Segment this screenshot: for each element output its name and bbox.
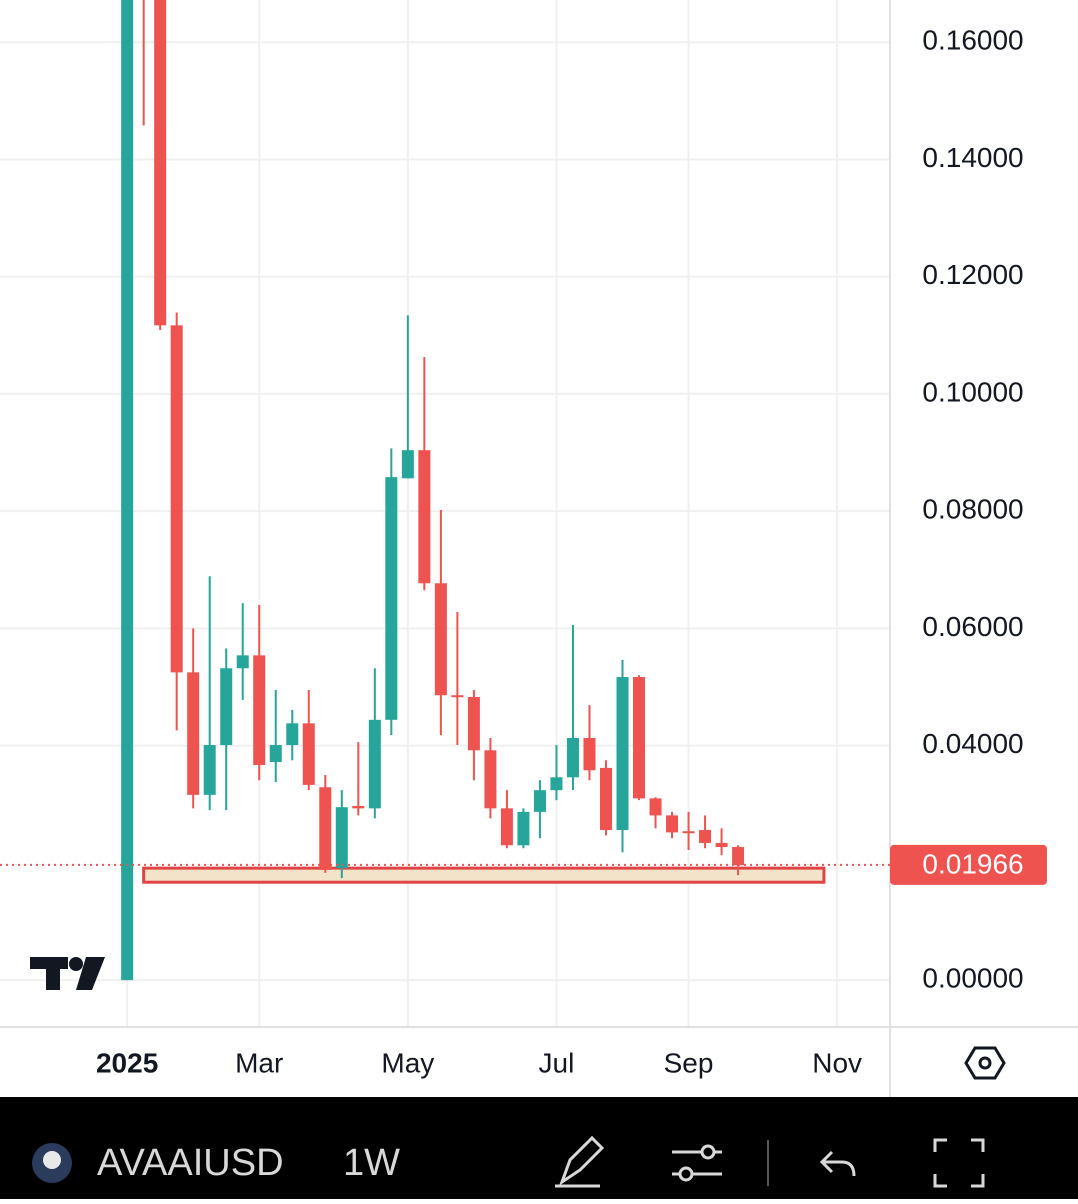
candle-body [220, 668, 233, 746]
x-tick-label: Nov [812, 1047, 862, 1078]
x-tick-label: Jul [539, 1047, 575, 1078]
candle-body [500, 808, 513, 846]
candle-body [236, 655, 249, 669]
candle-body [203, 745, 216, 795]
y-tick-label: 0.06000 [922, 611, 1023, 642]
candle-body [633, 677, 646, 799]
settings-icon[interactable] [964, 1046, 1006, 1080]
candle-body [319, 787, 332, 870]
candle-body [335, 807, 348, 869]
candle-body [302, 723, 315, 785]
candle-body [649, 798, 662, 816]
x-tick-label: 2025 [96, 1047, 158, 1078]
candle-body [170, 325, 183, 673]
bottom-toolbar [0, 1097, 1078, 1199]
y-tick-label: 0.12000 [922, 259, 1023, 290]
candle-body [401, 450, 414, 479]
candle-body [666, 815, 679, 833]
candle-body [121, 0, 134, 981]
candle-body [451, 695, 464, 698]
x-tick-label: May [381, 1047, 434, 1078]
indicators-icon[interactable] [672, 1144, 722, 1182]
y-tick-label: 0.14000 [922, 142, 1023, 173]
fullscreen-icon[interactable] [933, 1138, 985, 1188]
symbol-icon[interactable] [32, 1143, 72, 1183]
y-tick-label: 0.00000 [922, 962, 1023, 993]
candle-body [352, 806, 365, 809]
last-price-box [890, 844, 1047, 885]
y-tick-label: 0.16000 [922, 25, 1023, 56]
candle-body [154, 0, 167, 326]
draw-icon[interactable] [555, 1135, 605, 1188]
last-price-label: 0.01966 [922, 848, 1023, 879]
support-zone [142, 866, 826, 884]
candle-body [715, 842, 728, 848]
candle-body [533, 790, 546, 812]
y-tick-label: 0.10000 [922, 376, 1023, 407]
plot-area [121, 0, 826, 981]
undo-icon[interactable] [819, 1150, 856, 1177]
candle-body [484, 750, 497, 809]
x-tick-label: Sep [664, 1047, 714, 1078]
candle-body [434, 583, 447, 696]
y-tick-label: 0.08000 [922, 494, 1023, 525]
candle-body [682, 831, 695, 834]
candle-body [616, 677, 629, 831]
candle-body [187, 672, 200, 795]
candle-body [286, 723, 299, 746]
y-tick-label: 0.04000 [922, 728, 1023, 759]
candle-body [517, 811, 530, 846]
candle-body [550, 777, 563, 791]
candle-body [732, 847, 745, 866]
tradingview-logo [30, 957, 105, 990]
candle-body [583, 738, 596, 771]
candle-body [253, 655, 266, 765]
candle-body [599, 767, 612, 831]
candle-body [418, 450, 431, 584]
x-tick-label: Mar [235, 1047, 283, 1078]
candle-body [269, 745, 282, 763]
candle-body [467, 696, 480, 751]
candle-body [385, 477, 398, 720]
interval[interactable]: 1W [343, 1142, 400, 1184]
candle-body [566, 738, 579, 778]
symbol[interactable]: AVAAIUSD [97, 1142, 284, 1184]
candle-body [368, 719, 381, 809]
candle-body [699, 830, 712, 843]
